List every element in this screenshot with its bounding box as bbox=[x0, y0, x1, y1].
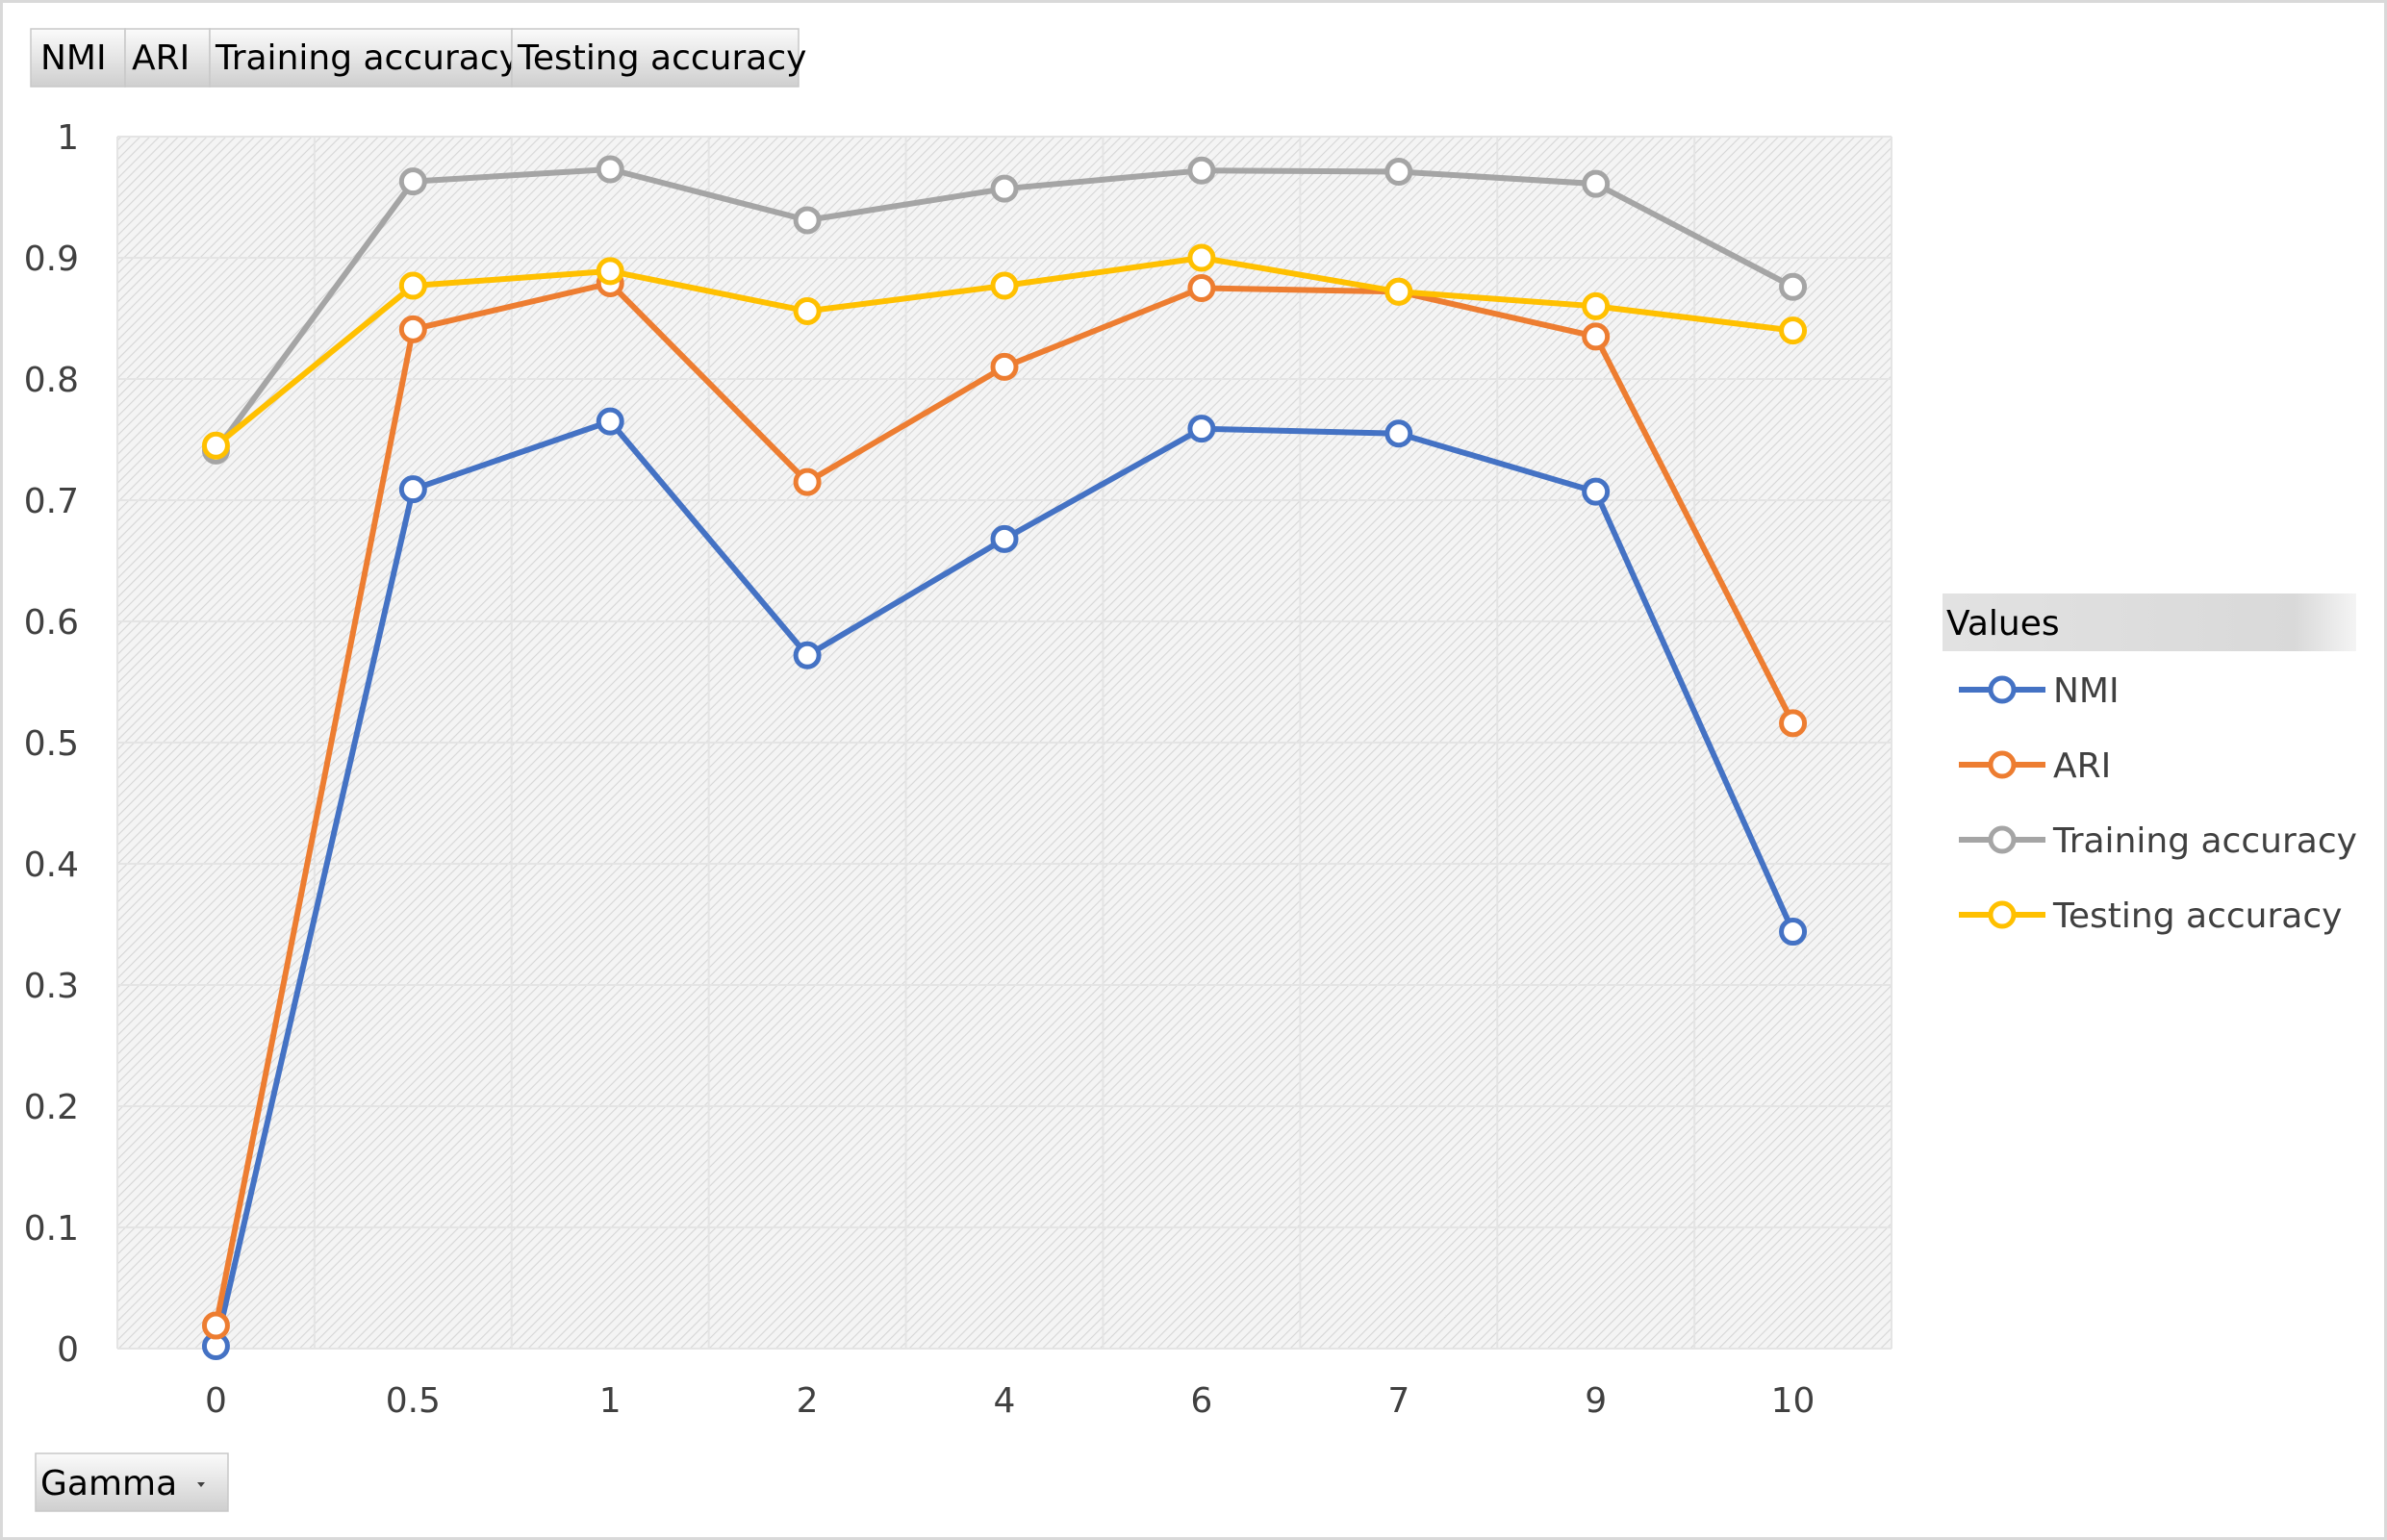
data-point-testing-accuracy bbox=[1187, 243, 1216, 272]
data-point-nmi bbox=[398, 475, 427, 504]
data-point-nmi bbox=[1779, 918, 1808, 947]
legend-label: ARI bbox=[2053, 746, 2111, 786]
value-field-buttons: NMI ARI Training accuracy Testing accura… bbox=[30, 28, 806, 88]
data-point-training-accuracy bbox=[1187, 156, 1216, 185]
legend-title-box bbox=[1943, 593, 2356, 651]
y-tick-label: 0.3 bbox=[24, 967, 79, 1006]
data-point-nmi bbox=[596, 407, 624, 436]
data-point-nmi bbox=[1582, 477, 1611, 506]
data-point-ari bbox=[398, 315, 427, 343]
data-point-testing-accuracy bbox=[793, 296, 822, 325]
data-point-testing-accuracy bbox=[1582, 291, 1611, 320]
data-point-testing-accuracy bbox=[398, 271, 427, 300]
axis-field-button-label: Gamma bbox=[40, 1464, 177, 1503]
legend-item-training-accuracy[interactable]: Training accuracy bbox=[1959, 821, 2357, 861]
y-tick-label: 1 bbox=[57, 118, 79, 158]
field-button-nmi[interactable]: NMI bbox=[30, 28, 126, 88]
chevron-down-icon[interactable] bbox=[197, 1482, 205, 1487]
y-tick-label: 0 bbox=[57, 1330, 79, 1370]
legend-label: Testing accuracy bbox=[2052, 896, 2342, 936]
data-point-nmi bbox=[990, 524, 1019, 553]
data-point-testing-accuracy bbox=[1384, 277, 1413, 306]
x-tick-label: 0 bbox=[205, 1381, 227, 1421]
field-button-testing-accuracy-label: Testing accuracy bbox=[517, 38, 806, 78]
data-point-ari bbox=[793, 467, 822, 496]
x-tick-label: 0.5 bbox=[386, 1381, 441, 1421]
data-point-ari bbox=[201, 1311, 230, 1340]
x-tick-label: 2 bbox=[797, 1381, 819, 1421]
series-training-accuracy bbox=[201, 155, 1808, 465]
legend: Values NMI ARI Training accuracy Testing ac… bbox=[1943, 593, 2357, 936]
data-point-training-accuracy bbox=[1779, 272, 1808, 301]
x-tick-label: 9 bbox=[1585, 1381, 1607, 1421]
y-tick-label: 0.2 bbox=[24, 1088, 79, 1127]
x-tick-label: 7 bbox=[1387, 1381, 1409, 1421]
series-layer bbox=[201, 155, 1808, 1360]
x-tick-label: 1 bbox=[599, 1381, 622, 1421]
data-point-training-accuracy bbox=[398, 167, 427, 196]
field-button-training-accuracy-label: Training accuracy bbox=[215, 38, 520, 78]
legend-label: Training accuracy bbox=[2052, 821, 2357, 861]
y-tick-label: 0.1 bbox=[24, 1209, 79, 1249]
field-button-ari[interactable]: ARI bbox=[124, 28, 211, 88]
x-tick-label: 6 bbox=[1190, 1381, 1212, 1421]
data-point-testing-accuracy bbox=[990, 271, 1019, 300]
field-button-ari-label: ARI bbox=[132, 38, 190, 78]
data-point-testing-accuracy bbox=[201, 431, 230, 460]
data-point-nmi bbox=[793, 641, 822, 669]
data-point-training-accuracy bbox=[596, 155, 624, 184]
y-axis-tick-labels: 0 0.1 0.2 0.3 0.4 0.5 0.6 0.7 0.8 0.9 1 bbox=[24, 118, 79, 1370]
legend-title: Values bbox=[1946, 604, 2060, 644]
data-point-training-accuracy bbox=[793, 206, 822, 235]
y-tick-label: 0.4 bbox=[24, 846, 79, 885]
y-tick-label: 0.8 bbox=[24, 361, 79, 400]
legend-marker-icon bbox=[1988, 825, 2017, 854]
legend-marker-icon bbox=[1988, 675, 2017, 704]
data-point-nmi bbox=[1384, 419, 1413, 448]
gridlines bbox=[116, 136, 1892, 1350]
legend-label: NMI bbox=[2053, 671, 2120, 711]
data-point-testing-accuracy bbox=[596, 257, 624, 286]
data-point-training-accuracy bbox=[1582, 169, 1611, 198]
x-tick-label: 10 bbox=[1771, 1381, 1816, 1421]
data-point-testing-accuracy bbox=[1779, 316, 1808, 345]
series-testing-accuracy bbox=[201, 243, 1808, 460]
y-tick-label: 0.9 bbox=[24, 240, 79, 279]
data-point-ari bbox=[1582, 322, 1611, 351]
axis-field-button-gamma[interactable]: Gamma bbox=[35, 1452, 229, 1512]
data-point-ari bbox=[990, 352, 1019, 381]
y-tick-label: 0.5 bbox=[24, 724, 79, 764]
series-nmi bbox=[201, 407, 1808, 1360]
x-axis-tick-labels: 0 0.5 1 2 4 6 7 9 10 bbox=[205, 1381, 1815, 1421]
legend-item-testing-accuracy[interactable]: Testing accuracy bbox=[1959, 896, 2342, 936]
legend-marker-icon bbox=[1988, 900, 2017, 929]
legend-items: NMI ARI Training accuracy Testing accuracy bbox=[1959, 671, 2357, 936]
data-point-ari bbox=[1779, 709, 1808, 738]
y-tick-label: 0.7 bbox=[24, 482, 79, 521]
legend-item-nmi[interactable]: NMI bbox=[1959, 671, 2120, 711]
legend-marker-icon bbox=[1988, 750, 2017, 779]
field-button-testing-accuracy[interactable]: Testing accuracy bbox=[511, 28, 806, 88]
x-tick-label: 4 bbox=[994, 1381, 1016, 1421]
legend-item-ari[interactable]: ARI bbox=[1959, 746, 2111, 786]
data-point-nmi bbox=[1187, 415, 1216, 443]
field-button-nmi-label: NMI bbox=[40, 38, 107, 78]
field-button-training-accuracy[interactable]: Training accuracy bbox=[209, 28, 520, 88]
data-point-training-accuracy bbox=[1384, 158, 1413, 187]
data-point-training-accuracy bbox=[990, 174, 1019, 203]
y-tick-label: 0.6 bbox=[24, 603, 79, 643]
data-point-ari bbox=[1187, 274, 1216, 302]
